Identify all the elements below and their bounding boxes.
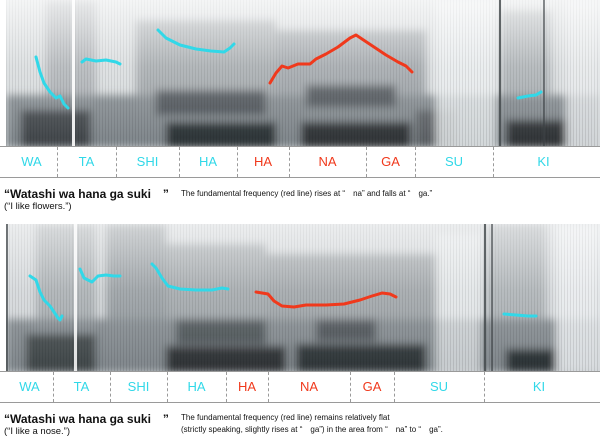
syllable-label: HA <box>237 379 257 394</box>
pitch-contour-ta <box>80 57 122 66</box>
syllable-row-flowers: WA TA SHI HA HA NA GA SU KI <box>0 146 600 178</box>
explanation-note: (strictly speaking, slightly rises at “ … <box>181 425 443 434</box>
pitch-contour-shi-ha <box>150 262 230 292</box>
pitch-contour-ta <box>78 267 122 284</box>
translation-gloss: (“I like flowers.”) <box>4 201 72 212</box>
panel-nose: WA TA SHI HA HA NA GA SU KI “Watashi wa … <box>0 224 600 447</box>
pitch-contour-wa <box>28 274 64 322</box>
translation-gloss: (“I like a nose.”) <box>4 426 70 437</box>
explanation-note: The fundamental frequency (red line) ris… <box>181 189 433 198</box>
syllable-row-nose: WA TA SHI HA HA NA GA SU KI <box>0 371 600 403</box>
sentence-text: “Watashi wa hana ga suki ” <box>4 412 169 426</box>
syllable-label: NA <box>318 154 337 169</box>
pitch-contour-wa <box>34 55 70 110</box>
explanation-note: The fundamental frequency (red line) rem… <box>181 413 390 422</box>
syllable-label: KI <box>537 154 550 169</box>
syllable-label: HA <box>253 154 273 169</box>
sentence-text: “Watashi wa hana ga suki ” <box>4 187 169 201</box>
spectrogram-flowers <box>6 0 600 147</box>
syllable-label: NA <box>299 379 319 394</box>
pitch-contour-ki <box>516 90 543 100</box>
pitch-contour-hanaga <box>268 33 414 85</box>
syllable-label: KI <box>532 379 546 394</box>
syllable-label: TA <box>78 154 95 169</box>
pitch-contour-shi-ha <box>156 28 236 54</box>
pitch-contour-ki <box>502 312 538 318</box>
syllable-label: GA <box>381 154 400 169</box>
syllable-label: GA <box>362 379 382 394</box>
syllable-label: TA <box>73 379 90 394</box>
syllable-label: SU <box>429 379 449 394</box>
syllable-label: WA <box>21 154 42 169</box>
syllable-label: SHI <box>136 154 159 169</box>
spectrogram-nose <box>6 224 600 372</box>
syllable-label: HA <box>187 379 206 394</box>
panel-flowers: WA TA SHI HA HA NA GA SU KI “Watashi wa … <box>0 0 600 212</box>
pitch-contour-hanaga <box>254 290 398 309</box>
syllable-label: SHI <box>127 379 150 394</box>
syllable-label: SU <box>444 154 464 169</box>
syllable-label: HA <box>198 154 218 169</box>
syllable-label: WA <box>19 379 40 394</box>
